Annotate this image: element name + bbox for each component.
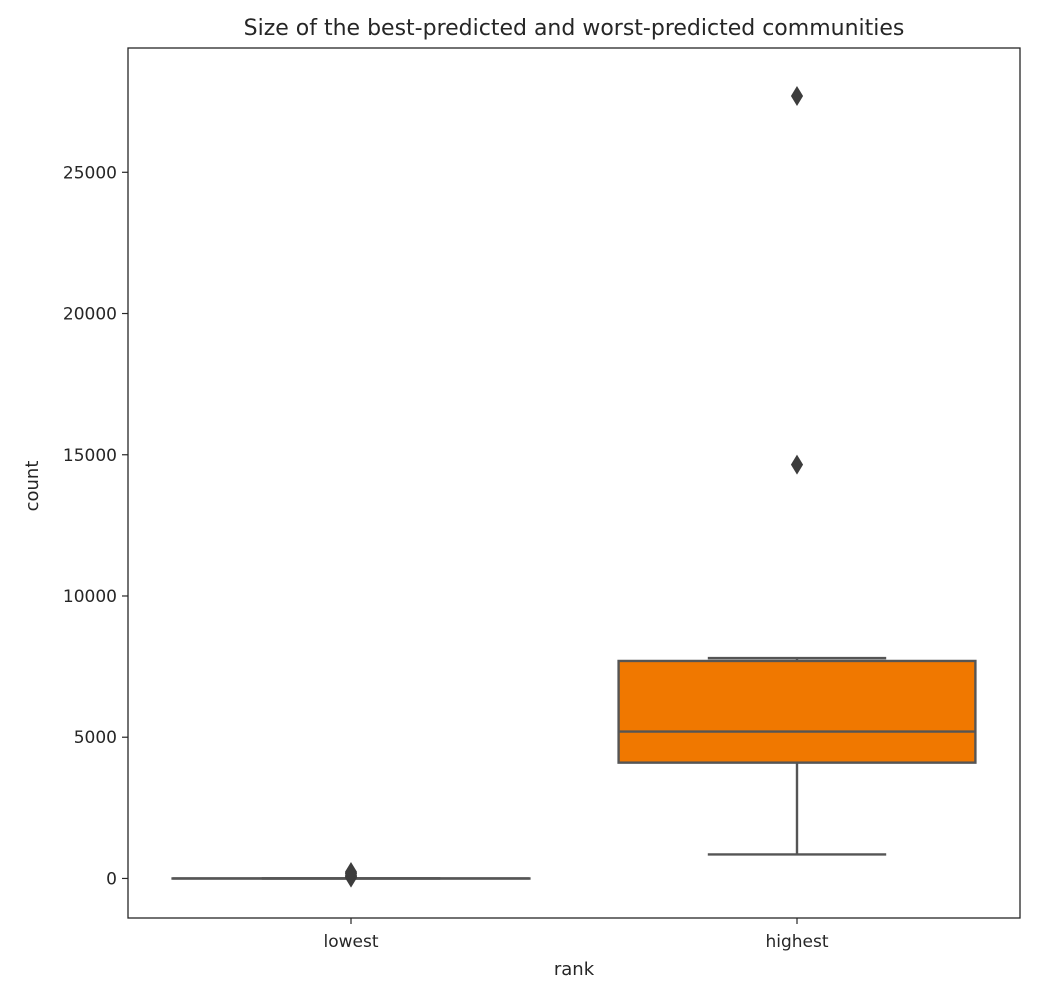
plot-frame (127, 47, 1021, 919)
outlier-point (790, 454, 804, 475)
y-tick-label: 15000 (63, 446, 117, 466)
x-axis-label: rank (554, 959, 595, 980)
y-tick-label: 25000 (63, 163, 117, 183)
y-tick-label: 5000 (74, 728, 117, 748)
y-tick-label: 10000 (63, 587, 117, 607)
y-tick-label: 20000 (63, 305, 117, 325)
outlier-point (790, 86, 804, 106)
box-group-lowest (171, 861, 531, 888)
box-iqr (617, 659, 977, 764)
plot-area (171, 86, 977, 888)
chart-title: Size of the best-predicted and worst-pre… (244, 16, 905, 41)
x-tick-label: lowest (323, 932, 378, 952)
y-axis-label: count (22, 461, 43, 512)
y-axis: 0 5000 10000 15000 20000 25000 (63, 163, 128, 889)
box-group-highest (617, 86, 977, 856)
x-tick-label: highest (765, 932, 828, 952)
y-tick-label: 0 (106, 869, 117, 889)
outlier-point (344, 861, 358, 882)
x-axis: lowest highest (323, 918, 829, 952)
